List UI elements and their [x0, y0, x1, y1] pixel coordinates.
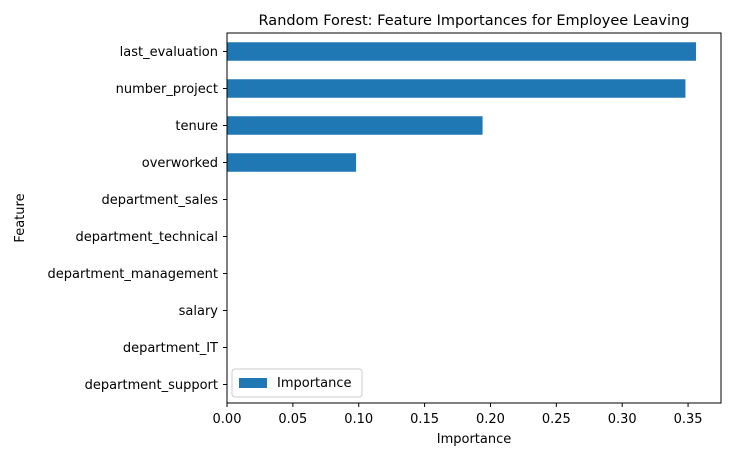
- y-tick-label: tenure: [175, 119, 218, 134]
- y-tick-label: overworked: [142, 156, 218, 171]
- bar-tenure: [227, 116, 483, 135]
- x-axis-label: Importance: [437, 432, 512, 447]
- bars-layer: [227, 42, 696, 172]
- legend-label: Importance: [277, 376, 352, 391]
- x-tick-label: 0.25: [542, 412, 571, 427]
- legend-swatch: [239, 378, 267, 388]
- chart-title: Random Forest: Feature Importances for E…: [259, 13, 690, 29]
- bar-overworked: [227, 153, 357, 172]
- y-tick-label: department_support: [85, 378, 218, 393]
- x-tick-label: 0.15: [410, 412, 439, 427]
- legend-frame: [231, 368, 363, 398]
- plot-area-frame: [226, 32, 722, 404]
- x-tick-label: 0.10: [344, 412, 373, 427]
- y-tick-label: department_IT: [123, 341, 218, 356]
- x-axis: 0.00 0.05 0.10 0.15 0.20 0.25 0.30 0.35: [213, 403, 703, 427]
- x-tick-label: 0.35: [674, 412, 703, 427]
- y-tick-label: last_evaluation: [120, 45, 218, 60]
- y-tick-label: salary: [179, 304, 219, 319]
- bar-number-project: [227, 79, 686, 98]
- y-tick-label: department_management: [48, 267, 219, 282]
- x-tick-label: 0.00: [213, 412, 242, 427]
- y-tick-label: number_project: [116, 82, 218, 97]
- x-tick-label: 0.30: [608, 412, 637, 427]
- y-tick-label: department_technical: [76, 230, 218, 245]
- legend: Importance: [231, 368, 363, 398]
- x-tick-label: 0.05: [278, 412, 307, 427]
- y-axis-label: Feature: [13, 193, 28, 242]
- x-tick-label: 0.20: [476, 412, 505, 427]
- bar-last-evaluation: [227, 42, 696, 61]
- y-tick-label: department_sales: [101, 193, 218, 208]
